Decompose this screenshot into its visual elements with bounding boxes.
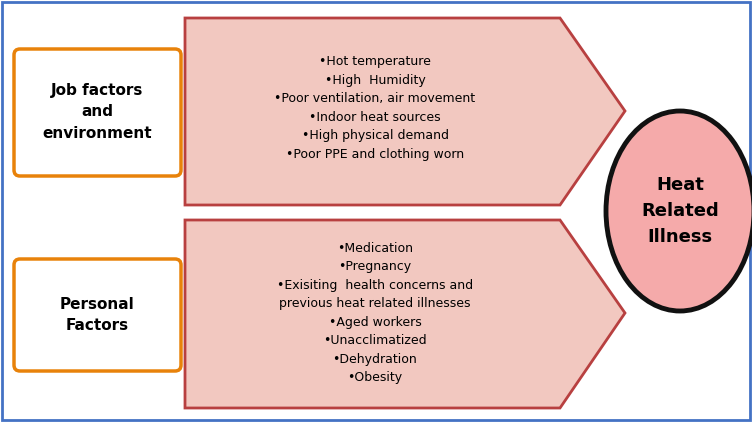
Text: •Hot temperature
•High  Humidity
•Poor ventilation, air movement
•Indoor heat so: •Hot temperature •High Humidity •Poor ve… (274, 55, 475, 161)
Text: Heat
Related
Illness: Heat Related Illness (641, 176, 719, 246)
Polygon shape (185, 220, 625, 408)
Ellipse shape (606, 111, 752, 311)
FancyBboxPatch shape (14, 49, 181, 176)
Text: Personal
Factors: Personal Factors (59, 297, 135, 333)
Polygon shape (185, 18, 625, 205)
Text: •Medication
•Pregnancy
•Exisiting  health concerns and
previous heat related ill: •Medication •Pregnancy •Exisiting health… (277, 242, 473, 384)
Text: Job factors
and
environment: Job factors and environment (42, 84, 152, 141)
FancyBboxPatch shape (14, 259, 181, 371)
